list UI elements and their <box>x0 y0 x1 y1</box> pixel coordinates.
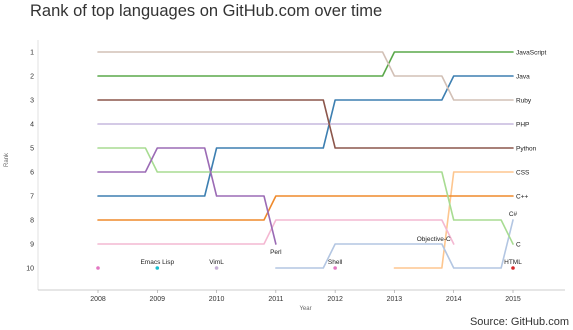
line-c <box>275 219 514 269</box>
series-label-perl: Perl <box>270 249 282 256</box>
line-python <box>97 99 514 149</box>
x-tick-label: 2009 <box>149 296 165 303</box>
line-ruby <box>97 51 514 101</box>
point-unlabeled <box>96 266 100 270</box>
series-label-ruby: Ruby <box>516 98 532 105</box>
series-labels: JavaScript Java Ruby PHP Python CSS C++ C# C Obje… <box>140 50 546 267</box>
x-tick-label: 2014 <box>446 296 462 303</box>
series-label-php: PHP <box>516 122 529 129</box>
x-tick-label: 2013 <box>387 296 403 303</box>
chart-title: Rank of top languages on GitHub.com over… <box>30 2 383 20</box>
x-tick-label: 2008 <box>90 296 106 303</box>
y-tick-label: 4 <box>30 122 34 129</box>
series-label-javascript: JavaScript <box>516 50 547 57</box>
y-tick-label: 7 <box>30 194 34 201</box>
y-tick-label: 8 <box>30 218 34 225</box>
x-tick-label: 2010 <box>209 296 225 303</box>
x-tick-label: 2011 <box>268 296 283 303</box>
series-label-css: CSS <box>516 170 530 177</box>
chart-axes: 2008 2009 2010 2011 2012 2013 2014 2015 1 2 3 4 5 6 7 8… <box>4 40 565 312</box>
series-label-emacs-lisp: Emacs Lisp <box>140 259 174 266</box>
line-java <box>97 75 514 197</box>
y-tick-label: 10 <box>26 266 34 273</box>
x-axis-label: Year <box>299 306 311 312</box>
y-tick-label: 1 <box>30 50 34 57</box>
series-points <box>96 266 515 270</box>
series-label-java: Java <box>516 74 530 81</box>
chart-source: Source: GitHub.com <box>469 316 569 328</box>
series-label-c: C <box>516 242 521 249</box>
series-label-html: HTML <box>504 259 522 266</box>
point-viml <box>214 266 219 270</box>
line-objective-c <box>97 219 455 245</box>
y-tick-label: 2 <box>30 74 34 81</box>
line-perl <box>97 147 277 245</box>
line-c <box>97 147 514 245</box>
y-tick-label: 3 <box>30 98 34 105</box>
series-label-c: C++ <box>516 194 528 201</box>
line-c <box>97 195 514 221</box>
series-label-viml: VimL <box>209 259 224 266</box>
point-html <box>511 266 515 270</box>
series-label-c: C# <box>509 211 518 218</box>
line-css <box>393 171 514 269</box>
x-tick-label: 2015 <box>505 296 521 303</box>
series-lines <box>97 51 514 269</box>
y-tick-label: 5 <box>30 146 34 153</box>
series-label-shell: Shell <box>328 259 343 266</box>
line-javascript <box>97 51 514 77</box>
x-tick-label: 2012 <box>327 296 343 303</box>
y-tick-label: 9 <box>30 242 34 249</box>
y-tick-label: 6 <box>30 170 34 177</box>
point-shell <box>333 266 337 270</box>
point-emacs-lisp <box>155 266 160 270</box>
series-label-python: Python <box>516 146 537 153</box>
series-label-objective-c: Objective-C <box>417 236 451 243</box>
y-axis-label: Rank <box>4 152 10 167</box>
